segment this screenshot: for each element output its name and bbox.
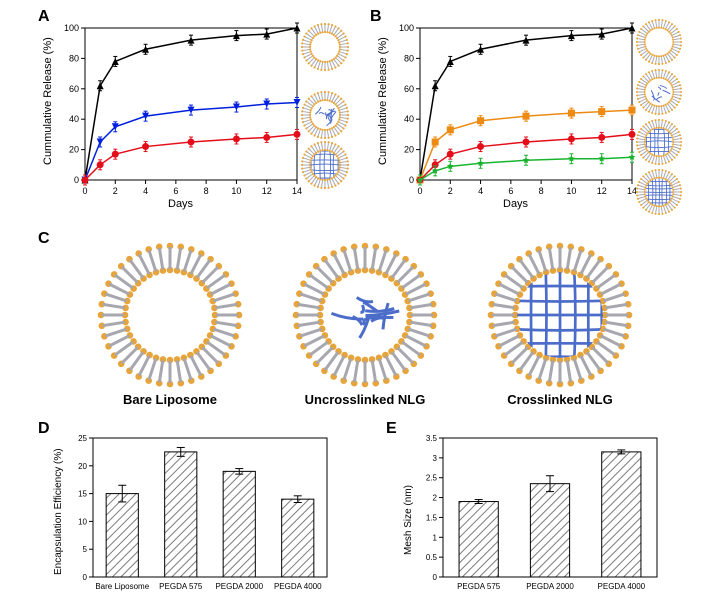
svg-text:PEGDA 575: PEGDA 575 — [457, 582, 501, 591]
diagram-cross-label: Crosslinked NLG — [495, 392, 625, 407]
liposome-icon-dense-b — [635, 168, 683, 216]
chart-d: 0 5 10 15 20 25 Bare Liposome PEGDA 575 PEGDA 20… — [55, 430, 335, 605]
svg-text:PEGDA 4000: PEGDA 4000 — [598, 582, 646, 591]
chart-e: 0 0.5 1 1.5 2 2.5 3 3.5 PEGDA 575 PEGDA 2000 PEGDA… — [405, 430, 665, 605]
diagram-cross — [485, 240, 635, 390]
svg-text:PEGDA 4000: PEGDA 4000 — [274, 582, 322, 591]
liposome-icon-cross — [300, 140, 350, 190]
svg-text:2: 2 — [433, 494, 438, 503]
svg-text:0.5: 0.5 — [426, 553, 438, 562]
svg-text:2.5: 2.5 — [426, 474, 438, 483]
svg-text:4: 4 — [143, 186, 148, 196]
svg-text:Bare Liposome: Bare Liposome — [95, 582, 149, 591]
svg-text:0: 0 — [83, 573, 88, 582]
panel-label-d: D — [38, 420, 50, 438]
liposome-icon-uncross — [300, 90, 350, 140]
svg-text:0: 0 — [409, 175, 414, 185]
chart-b-ylabel: Cummulative Release (%) — [377, 37, 389, 165]
svg-text:3: 3 — [433, 454, 438, 463]
liposome-icon-bare-b — [635, 18, 683, 66]
svg-text:6: 6 — [508, 186, 513, 196]
svg-text:100: 100 — [64, 23, 79, 33]
svg-text:100: 100 — [399, 23, 414, 33]
svg-text:2: 2 — [448, 186, 453, 196]
chart-a-xlabel: Days — [168, 198, 193, 210]
svg-text:80: 80 — [404, 53, 414, 63]
svg-text:60: 60 — [404, 84, 414, 94]
svg-text:1: 1 — [433, 533, 438, 542]
svg-text:0: 0 — [82, 186, 87, 196]
chart-e-ylabel: Mesh Size (nm) — [403, 485, 414, 555]
svg-text:10: 10 — [566, 186, 576, 196]
svg-text:20: 20 — [78, 462, 87, 471]
svg-text:8: 8 — [204, 186, 209, 196]
svg-text:0: 0 — [74, 175, 79, 185]
svg-text:0: 0 — [417, 186, 422, 196]
diagram-bare — [95, 240, 245, 390]
chart-b: 02468101214020406080100 — [380, 20, 640, 210]
svg-text:PEGDA 2000: PEGDA 2000 — [526, 582, 574, 591]
svg-text:1.5: 1.5 — [426, 513, 438, 522]
diagram-bare-label: Bare Liposome — [115, 392, 225, 407]
panel-label-e: E — [386, 420, 397, 438]
svg-text:25: 25 — [78, 434, 87, 443]
svg-text:20: 20 — [69, 145, 79, 155]
svg-text:2: 2 — [113, 186, 118, 196]
svg-text:60: 60 — [69, 84, 79, 94]
chart-b-xlabel: Days — [503, 198, 528, 210]
svg-text:6: 6 — [173, 186, 178, 196]
diagram-uncross-label: Uncrosslinked NLG — [295, 392, 435, 407]
chart-a: 02468101214020406080100 — [45, 20, 305, 210]
svg-text:5: 5 — [83, 545, 88, 554]
svg-text:8: 8 — [539, 186, 544, 196]
svg-text:80: 80 — [69, 53, 79, 63]
svg-text:40: 40 — [69, 114, 79, 124]
svg-text:4: 4 — [478, 186, 483, 196]
svg-text:10: 10 — [231, 186, 241, 196]
svg-text:0: 0 — [433, 573, 438, 582]
svg-text:PEGDA 2000: PEGDA 2000 — [215, 582, 263, 591]
svg-text:12: 12 — [597, 186, 607, 196]
liposome-icon-sparse-b — [635, 68, 683, 116]
svg-text:PEGDA 575: PEGDA 575 — [159, 582, 203, 591]
svg-text:12: 12 — [262, 186, 272, 196]
liposome-icon-cross-b — [635, 118, 683, 166]
liposome-icon-bare — [300, 22, 350, 72]
svg-text:3.5: 3.5 — [426, 434, 438, 443]
svg-text:15: 15 — [78, 490, 87, 499]
svg-text:20: 20 — [404, 145, 414, 155]
panel-label-c: C — [38, 230, 50, 248]
diagram-uncross — [290, 240, 440, 390]
chart-a-ylabel: Cummulative Release (%) — [42, 37, 54, 165]
svg-text:40: 40 — [404, 114, 414, 124]
svg-text:10: 10 — [78, 517, 87, 526]
chart-d-ylabel: Encapsulation Efficiency (%) — [53, 448, 64, 575]
